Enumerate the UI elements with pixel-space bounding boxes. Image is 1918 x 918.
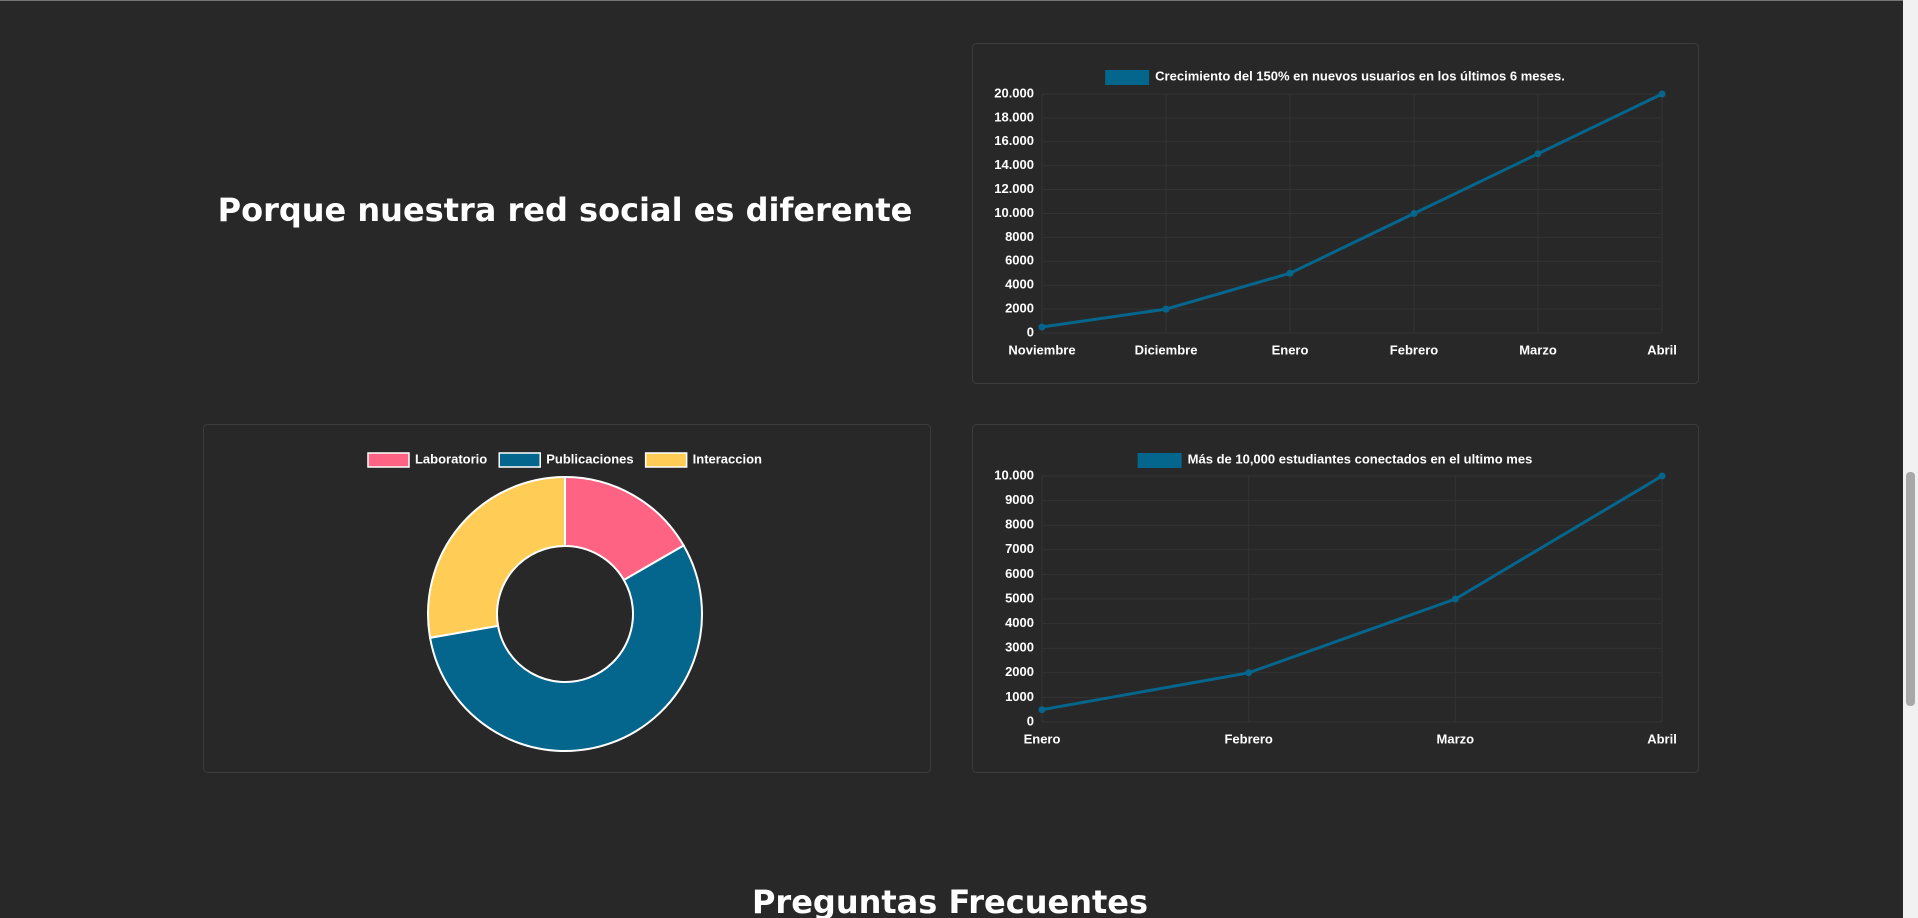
y-tick-label: 8000 <box>1005 517 1034 532</box>
y-tick-label: 18.000 <box>994 109 1034 124</box>
y-tick-label: 5000 <box>1005 590 1034 605</box>
scrollbar-thumb[interactable] <box>1906 472 1915 706</box>
point <box>1658 472 1666 480</box>
x-tick-label: Enero <box>1272 342 1309 357</box>
y-tick-label: 0 <box>1027 713 1034 728</box>
legend-label: Crecimiento del 150% en nuevos usuarios … <box>1155 68 1565 83</box>
point <box>1162 305 1170 313</box>
point <box>1038 323 1046 331</box>
y-tick-label: 1000 <box>1005 689 1034 704</box>
y-tick-label: 14.000 <box>994 157 1034 172</box>
legend-label: Laboratorio <box>415 451 487 466</box>
x-tick-label: Marzo <box>1437 731 1475 746</box>
point <box>1658 90 1666 98</box>
y-tick-label: 3000 <box>1005 640 1034 655</box>
x-tick-label: Abril <box>1647 342 1677 357</box>
point <box>1410 210 1418 217</box>
y-tick-label: 2000 <box>1005 301 1034 316</box>
doughnut-slice <box>428 544 703 752</box>
legend-swatch <box>367 452 410 468</box>
legend-swatch <box>644 452 688 468</box>
y-tick-label: 9000 <box>1005 492 1034 507</box>
x-tick-label: Febrero <box>1224 731 1272 746</box>
point <box>1534 150 1542 158</box>
y-tick-label: 12.000 <box>994 181 1034 196</box>
y-tick-label: 6000 <box>1005 253 1034 268</box>
y-tick-label: 6000 <box>1005 566 1034 581</box>
doughnut-slice <box>427 475 566 639</box>
x-tick-label: Abril <box>1647 731 1677 746</box>
y-tick-label: 10.000 <box>994 205 1034 220</box>
line <box>1041 474 1663 712</box>
x-tick-label: Febrero <box>1390 342 1438 357</box>
y-tick-label: 8000 <box>1005 229 1034 244</box>
x-tick-label: Diciembre <box>1135 342 1198 357</box>
x-tick-label: Enero <box>1024 731 1061 746</box>
y-tick-label: 7000 <box>1005 541 1034 556</box>
point <box>1286 269 1294 277</box>
point <box>1038 706 1046 714</box>
point <box>1451 595 1459 603</box>
y-tick-label: 16.000 <box>994 133 1034 148</box>
legend-swatch <box>498 452 541 468</box>
point <box>1245 669 1253 677</box>
y-tick-label: 10.000 <box>994 467 1034 482</box>
x-tick-label: Noviembre <box>1008 342 1075 357</box>
y-tick-label: 2000 <box>1005 664 1034 679</box>
legend-label: Más de 10,000 estudiantes conectados en … <box>1188 451 1533 466</box>
legend-label: Publicaciones <box>546 451 633 466</box>
y-tick-label: 4000 <box>1005 615 1034 630</box>
line <box>1041 92 1663 329</box>
y-tick-label: 20.000 <box>994 85 1034 100</box>
legend-swatch <box>1137 453 1182 468</box>
section-heading: Porque nuestra red social es diferente <box>218 191 913 229</box>
legend-label: Interaccion <box>693 451 762 466</box>
section-heading: Preguntas Frecuentes <box>752 883 1148 918</box>
legend-swatch <box>1105 70 1150 85</box>
y-tick-label: 0 <box>1027 324 1034 339</box>
scrollbar-track <box>1903 0 1918 918</box>
y-tick-label: 4000 <box>1005 277 1034 292</box>
x-tick-label: Marzo <box>1519 342 1557 357</box>
card <box>203 424 931 773</box>
